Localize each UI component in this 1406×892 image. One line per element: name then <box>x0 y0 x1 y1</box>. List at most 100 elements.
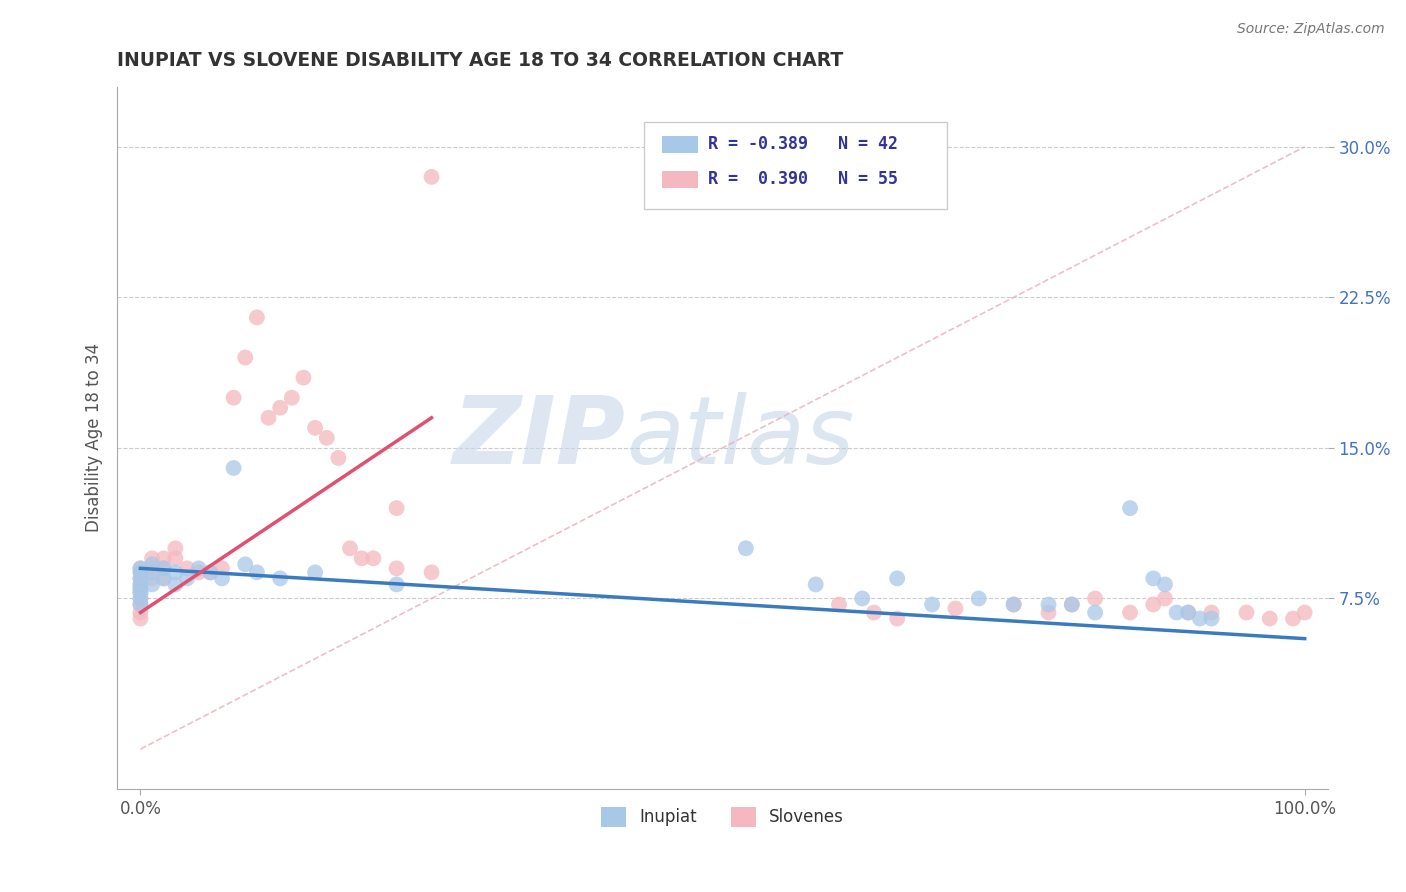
Point <box>886 571 908 585</box>
Point <box>1177 606 1199 620</box>
Point <box>804 577 827 591</box>
Point <box>233 351 256 365</box>
Point <box>1294 606 1316 620</box>
Point <box>363 551 385 566</box>
Point <box>921 598 943 612</box>
Point <box>152 561 174 575</box>
Point <box>233 558 256 572</box>
Point <box>1188 611 1211 625</box>
Point <box>129 582 152 596</box>
Point <box>129 611 152 625</box>
Point <box>222 391 245 405</box>
Point <box>129 577 152 591</box>
Point <box>945 601 967 615</box>
Point <box>141 577 163 591</box>
Point <box>187 566 209 580</box>
Point <box>141 571 163 585</box>
FancyBboxPatch shape <box>662 136 699 153</box>
Point <box>129 571 152 585</box>
Point <box>1084 591 1107 606</box>
Point <box>246 310 269 325</box>
Point <box>129 598 152 612</box>
Point <box>269 401 291 415</box>
Point <box>339 541 361 556</box>
Point <box>385 561 408 575</box>
Point <box>886 611 908 625</box>
Point <box>211 571 233 585</box>
Point <box>1166 606 1188 620</box>
Point <box>1142 598 1164 612</box>
Point <box>1236 606 1258 620</box>
Point <box>141 561 163 575</box>
Point <box>1119 501 1142 516</box>
Point <box>269 571 291 585</box>
Point <box>304 421 326 435</box>
Point <box>187 561 209 575</box>
Point <box>152 571 174 585</box>
Point <box>315 431 337 445</box>
Point <box>281 391 304 405</box>
Point <box>129 571 152 585</box>
Text: R = -0.389   N = 42: R = -0.389 N = 42 <box>709 135 898 153</box>
Point <box>1282 611 1305 625</box>
Point <box>129 598 152 612</box>
Point <box>1142 571 1164 585</box>
Point <box>246 566 269 580</box>
Point <box>1038 598 1060 612</box>
Point <box>385 501 408 516</box>
Point <box>165 551 187 566</box>
Point <box>165 566 187 580</box>
Point <box>292 370 315 384</box>
Point <box>129 561 152 575</box>
FancyBboxPatch shape <box>644 121 946 210</box>
Point <box>176 561 198 575</box>
Point <box>1201 611 1223 625</box>
Text: Source: ZipAtlas.com: Source: ZipAtlas.com <box>1237 22 1385 37</box>
Point <box>129 566 152 580</box>
Point <box>176 571 198 585</box>
Point <box>141 558 163 572</box>
Point <box>165 577 187 591</box>
Point <box>129 585 152 599</box>
Point <box>200 566 222 580</box>
Point <box>967 591 990 606</box>
Point <box>1201 606 1223 620</box>
Point <box>129 566 152 580</box>
Point <box>304 566 326 580</box>
Text: atlas: atlas <box>626 392 853 483</box>
Point <box>165 541 187 556</box>
Point <box>1060 598 1083 612</box>
Point <box>350 551 373 566</box>
Point <box>385 577 408 591</box>
Text: ZIP: ZIP <box>453 392 626 483</box>
Point <box>152 561 174 575</box>
Point <box>420 169 443 184</box>
Point <box>863 606 886 620</box>
Point <box>200 566 222 580</box>
Point <box>129 591 152 606</box>
Point <box>129 585 152 599</box>
Point <box>1002 598 1025 612</box>
Point <box>734 541 756 556</box>
Point <box>828 598 851 612</box>
Point <box>1002 598 1025 612</box>
Point <box>1060 598 1083 612</box>
Point <box>257 410 280 425</box>
Point <box>129 591 152 606</box>
Point <box>851 591 873 606</box>
Point <box>211 561 233 575</box>
Point <box>328 450 350 465</box>
Point <box>420 566 443 580</box>
Point <box>129 561 152 575</box>
Point <box>1258 611 1281 625</box>
Point <box>129 577 152 591</box>
Point <box>1119 606 1142 620</box>
Text: INUPIAT VS SLOVENE DISABILITY AGE 18 TO 34 CORRELATION CHART: INUPIAT VS SLOVENE DISABILITY AGE 18 TO … <box>117 51 844 70</box>
Legend: Inupiat, Slovenes: Inupiat, Slovenes <box>595 800 851 834</box>
Point <box>1154 577 1177 591</box>
Text: R =  0.390   N = 55: R = 0.390 N = 55 <box>709 170 898 188</box>
Point <box>1177 606 1199 620</box>
Point <box>129 582 152 596</box>
Point <box>1154 591 1177 606</box>
Point <box>1038 606 1060 620</box>
